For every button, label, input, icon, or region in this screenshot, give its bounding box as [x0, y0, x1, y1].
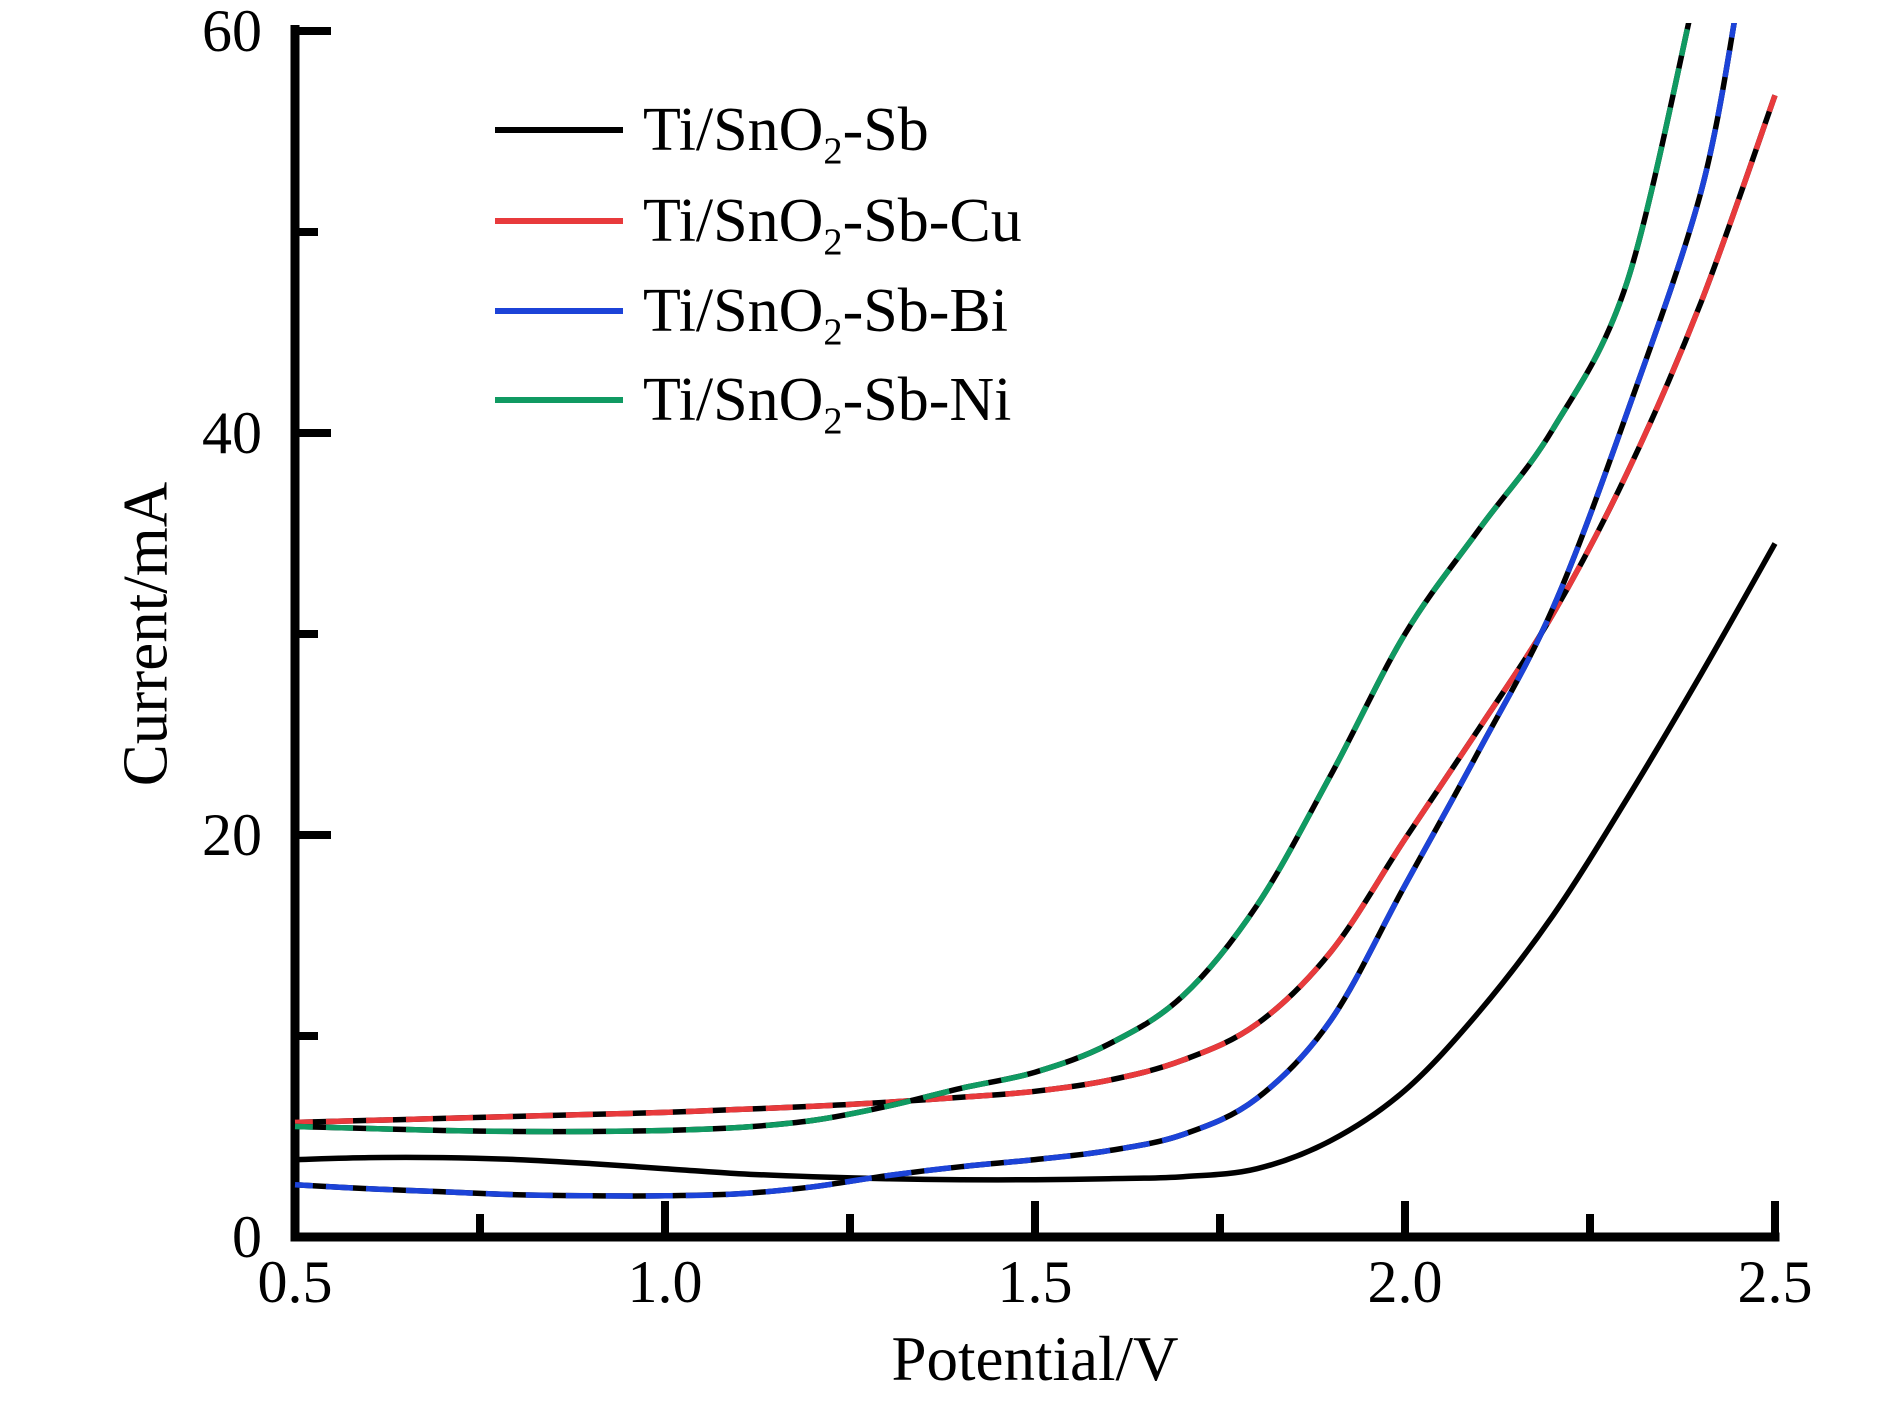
- y-axis-title: Current/mA: [110, 481, 181, 787]
- x-axis-title: Potential/V: [891, 1324, 1179, 1394]
- curves-group: [294, 23, 1778, 1199]
- y-tick-label: 60: [202, 0, 262, 64]
- legend-label: Ti/SnO2-Sb: [643, 96, 929, 173]
- legend-item: Ti/SnO2-Sb-Bi: [495, 277, 1008, 354]
- y-tick-label: 20: [202, 802, 262, 868]
- legend-item: Ti/SnO2-Sb: [495, 96, 929, 173]
- series-line-ti-sno2-sb-bi: [294, 23, 1737, 1199]
- y-tick-label: 0: [232, 1204, 262, 1270]
- legend-label: Ti/SnO2-Sb-Cu: [643, 187, 1022, 264]
- legend-label: Ti/SnO2-Sb-Ni: [643, 366, 1012, 443]
- x-tick-label: 1.0: [627, 1249, 703, 1315]
- series-line-ti-sno2-sb-ni: [294, 23, 1692, 1135]
- series-line-ti-sno2-sb-ni-underlay: [294, 23, 1692, 1135]
- x-tick-label: 0.5: [257, 1249, 333, 1315]
- x-tick-label: 2.5: [1737, 1249, 1813, 1315]
- legend-swatch: [495, 127, 623, 133]
- legend-swatch: [495, 218, 623, 224]
- x-tick-label: 1.5: [997, 1249, 1073, 1315]
- legend-item: Ti/SnO2-Sb-Cu: [495, 187, 1022, 264]
- legend-swatch: [495, 308, 623, 314]
- series-line-ti-sno2-sb-bi-underlay: [294, 23, 1737, 1199]
- series-line-ti-sno2-sb-cu: [294, 94, 1778, 1126]
- legend-label: Ti/SnO2-Sb-Bi: [643, 277, 1008, 354]
- legend-swatch: [495, 397, 623, 403]
- series-line-ti-sno2-sb: [294, 542, 1778, 1183]
- x-tick-label: 2.0: [1367, 1249, 1443, 1315]
- legend-item: Ti/SnO2-Sb-Ni: [495, 366, 1012, 443]
- y-tick-label: 40: [202, 400, 262, 466]
